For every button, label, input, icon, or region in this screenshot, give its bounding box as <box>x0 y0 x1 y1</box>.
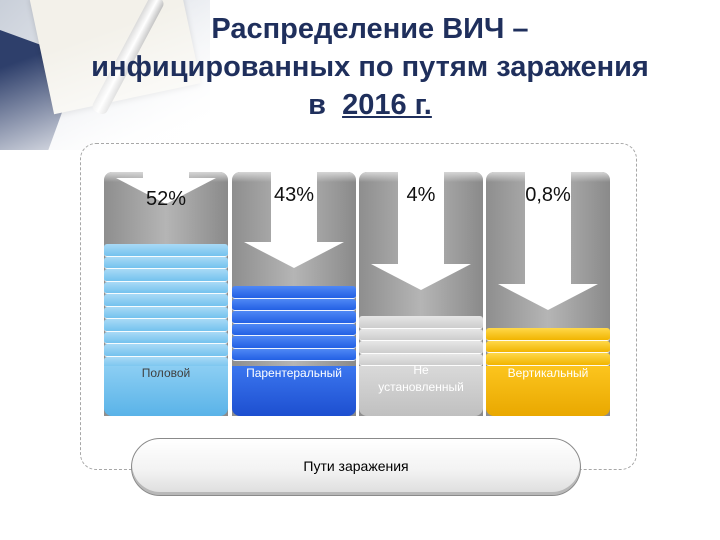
bar-stack <box>104 244 228 416</box>
background-photo <box>0 0 210 150</box>
percent-value: 43% <box>273 184 315 206</box>
title-line-3: в 2016 г. <box>30 86 710 124</box>
title-line-1: Распределение ВИЧ – <box>211 13 529 45</box>
column-label: Вертикальный <box>507 366 589 380</box>
title-prefix: в <box>308 89 326 121</box>
percent-value: 0,8% <box>525 184 571 206</box>
column-parenteral: 43% Парентеральный <box>232 172 356 416</box>
page-title: Распределение ВИЧ – инфицированных по пу… <box>30 10 710 124</box>
bar-stack <box>359 316 483 416</box>
column-label: Половой <box>141 366 191 380</box>
capsule-label: Пути заражения <box>303 458 409 474</box>
column-label: Парентеральный <box>246 366 342 380</box>
bar-stack <box>486 328 610 416</box>
bar-stack <box>232 286 356 416</box>
percent-value: 4% <box>406 184 436 206</box>
routes-capsule: Пути заражения <box>131 438 581 496</box>
title-year: 2016 г. <box>342 89 432 121</box>
percent-value: 52% <box>145 188 187 210</box>
column-vertical: 0,8% Вертикальный <box>486 172 610 416</box>
title-line-2: инфицированных по путям заражения <box>91 51 649 83</box>
column-label: Не установленный <box>378 363 464 394</box>
column-unknown: 4% Не установленный <box>359 172 483 416</box>
column-sexual: 52% Половой <box>104 172 228 416</box>
